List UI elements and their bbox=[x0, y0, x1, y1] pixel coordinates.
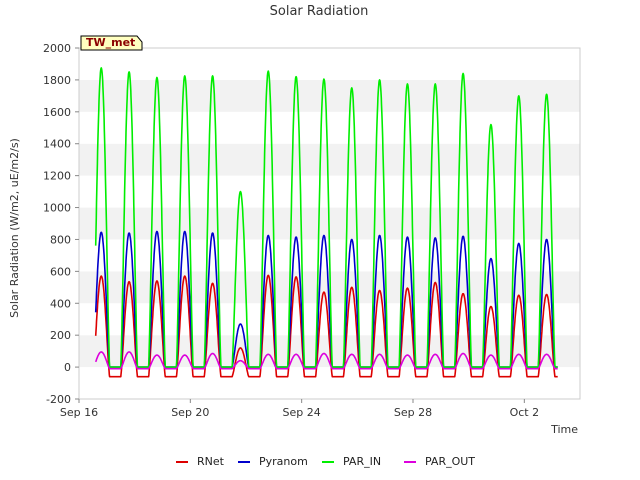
grid-band bbox=[79, 367, 580, 399]
y-tick-label: 1200 bbox=[43, 170, 71, 183]
legend-label-pyranom: Pyranom bbox=[259, 455, 308, 468]
chart-title: Solar Radiation bbox=[270, 4, 369, 19]
series-line-par-out bbox=[94, 351, 559, 370]
y-tick-label: -200 bbox=[46, 393, 71, 406]
y-tick-label: 400 bbox=[50, 297, 71, 310]
station-badge: TW_met bbox=[80, 35, 143, 51]
y-tick-label: 600 bbox=[50, 265, 71, 278]
grid-band bbox=[79, 143, 580, 176]
y-tick-label: 200 bbox=[50, 329, 71, 342]
plot-frame bbox=[78, 47, 581, 400]
x-tick-label: Sep 16 bbox=[60, 406, 98, 419]
legend: RNet Pyranom PAR_IN PAR_OUT bbox=[176, 455, 475, 468]
grid-band bbox=[79, 79, 580, 112]
y-tick-label: 1600 bbox=[43, 106, 71, 119]
y-tick-label: 1800 bbox=[43, 74, 71, 87]
y-tick-label: 1400 bbox=[43, 138, 71, 151]
y-tick-label: 800 bbox=[50, 233, 71, 246]
grid-band bbox=[79, 111, 580, 144]
y-tick-label: 0 bbox=[64, 361, 71, 374]
station-badge-label: TW_met bbox=[86, 36, 135, 49]
x-tick-label: Sep 24 bbox=[283, 406, 321, 419]
legend-label-par-in: PAR_IN bbox=[343, 455, 381, 468]
y-tick-label: 2000 bbox=[43, 42, 71, 55]
series-line-rnet bbox=[94, 274, 559, 378]
x-axis-ticks: Sep 16 Sep 20 Sep 24 Sep 28 Oct 2 bbox=[60, 399, 539, 419]
x-axis-title: Time bbox=[550, 423, 578, 436]
plot-series-lines bbox=[94, 67, 559, 378]
legend-label-rnet: RNet bbox=[197, 455, 225, 468]
x-tick-label: Sep 28 bbox=[394, 406, 432, 419]
grid-band bbox=[79, 48, 580, 80]
y-axis-title: Solar Radiation (W/m2, uE/m2/s) bbox=[8, 138, 21, 318]
y-tick-label: 1000 bbox=[43, 202, 71, 215]
y-axis-ticks: -200 0 200 400 600 800 1000 1200 1400 1600 1800 200… bbox=[43, 42, 79, 406]
x-tick-label: Oct 2 bbox=[510, 406, 540, 419]
station-badge-box bbox=[80, 35, 143, 51]
legend-label-par-out: PAR_OUT bbox=[425, 455, 475, 468]
x-tick-label: Sep 20 bbox=[171, 406, 209, 419]
series-line-par-in bbox=[94, 67, 559, 368]
grid-band bbox=[79, 175, 580, 208]
